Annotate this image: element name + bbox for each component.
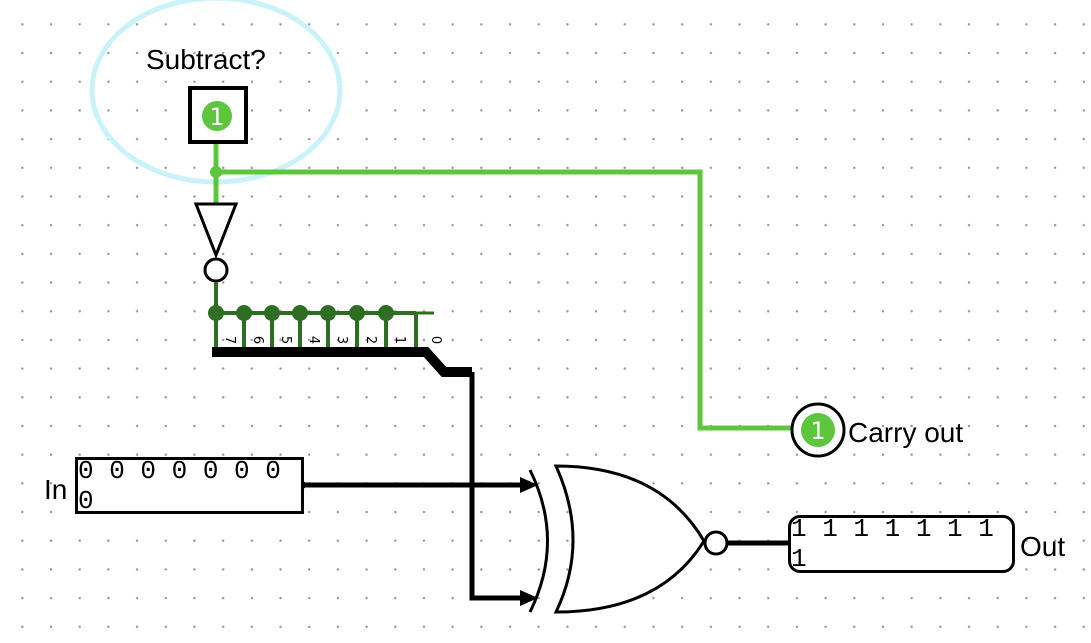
xnor-output-bubble: [703, 530, 729, 556]
bus-to-xnor-b: [469, 372, 530, 601]
xnor-gate[interactable]: [553, 464, 706, 614]
control-wires: [213, 139, 795, 431]
subtract-pin-value: 1: [209, 103, 224, 131]
bit-label-7: 7: [222, 336, 237, 344]
not-gate-bubble: [203, 257, 229, 283]
subtract-pin-led: [202, 101, 232, 131]
carry-out-wire: [213, 169, 795, 431]
not-gate[interactable]: [193, 202, 239, 260]
carry-out-value: 1: [810, 417, 825, 445]
input-arrows: [520, 477, 538, 606]
splitter-nodes: [208, 305, 394, 321]
bus-wires: [212, 347, 790, 601]
bit-label-5: 5: [278, 336, 293, 344]
splitter-bit-labels: 7 6 5 4 3 2 1 0: [222, 336, 443, 344]
bit-label-4: 4: [306, 336, 321, 344]
xnor-gate-extra-curve: [528, 469, 549, 613]
splitter-bus: [212, 347, 472, 377]
bit-label-0: 0: [428, 336, 443, 344]
output-value: 1 1 1 1 1 1 1 1: [791, 514, 994, 574]
input-pin-8bit[interactable]: 0 0 0 0 0 0 0 0: [75, 455, 304, 516]
carry-out-led: [801, 413, 835, 447]
subtract-label: Subtract?: [146, 44, 266, 75]
bit-label-1: 1: [392, 336, 407, 344]
input-value: 0 0 0 0 0 0 0 0: [78, 455, 281, 516]
input-label: In: [44, 474, 68, 505]
output-pin-8bit: 1 1 1 1 1 1 1 1: [788, 514, 1015, 574]
output-label: Out: [1020, 531, 1066, 562]
bit-label-2: 2: [363, 336, 378, 344]
bit-label-6: 6: [250, 336, 265, 344]
bit-label-3: 3: [334, 336, 349, 344]
wire-junction: [210, 166, 222, 178]
carry-out-label: Carry out: [848, 417, 964, 448]
